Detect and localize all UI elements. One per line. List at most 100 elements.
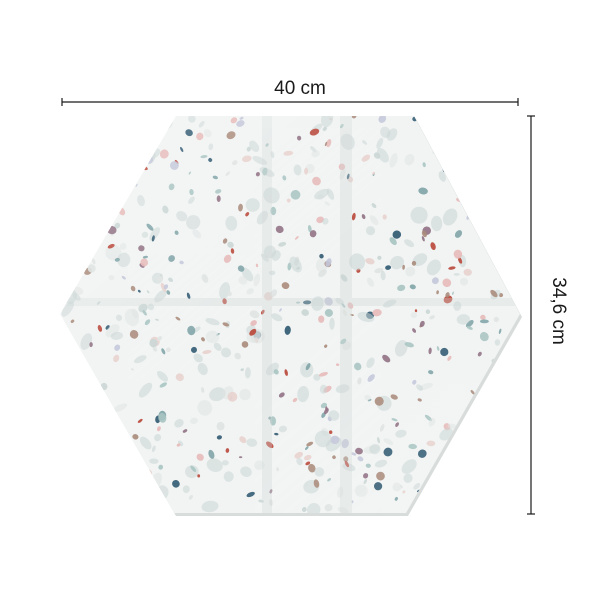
- terrazzo-chip: [494, 200, 499, 205]
- terrazzo-chip: [497, 213, 504, 219]
- terrazzo-chip: [106, 162, 121, 180]
- terrazzo-chip: [132, 478, 136, 485]
- terrazzo-chip: [477, 158, 486, 169]
- terrazzo-chip: [99, 455, 105, 462]
- terrazzo-chip: [67, 211, 74, 220]
- terrazzo-chip: [484, 242, 492, 246]
- terrazzo-chip: [71, 280, 76, 284]
- terrazzo-chip: [505, 395, 512, 404]
- terrazzo-chip: [67, 135, 79, 146]
- terrazzo-chip: [134, 504, 141, 511]
- terrazzo-chip: [77, 221, 87, 231]
- terrazzo-chip: [106, 507, 115, 513]
- terrazzo-chip: [72, 194, 79, 199]
- terrazzo-chip: [492, 489, 497, 495]
- terrazzo-chip: [80, 392, 87, 400]
- terrazzo-chip: [490, 203, 499, 217]
- window-reflection: [60, 116, 520, 513]
- terrazzo-chip: [508, 172, 517, 179]
- terrazzo-chip: [488, 150, 499, 160]
- terrazzo-chip: [148, 116, 155, 121]
- terrazzo-chip: [139, 464, 146, 470]
- terrazzo-chip: [424, 495, 428, 498]
- terrazzo-chip: [477, 512, 481, 513]
- terrazzo-chip: [77, 456, 84, 462]
- terrazzo-chip: [77, 171, 84, 175]
- terrazzo-chip: [440, 485, 455, 493]
- terrazzo-chip: [467, 460, 473, 467]
- terrazzo-chip: [60, 132, 66, 137]
- terrazzo-chip: [480, 187, 487, 195]
- terrazzo-chip: [461, 426, 467, 431]
- terrazzo-chip: [470, 189, 478, 196]
- terrazzo-chip: [501, 121, 506, 125]
- height-label: 34,6 cm: [548, 277, 569, 345]
- terrazzo-chip: [513, 271, 520, 280]
- terrazzo-chip: [506, 141, 515, 151]
- terrazzo-chip: [68, 220, 76, 228]
- terrazzo-chip: [484, 424, 488, 428]
- terrazzo-chip: [79, 399, 88, 409]
- terrazzo-chip: [73, 472, 79, 478]
- terrazzo-chip: [503, 154, 507, 159]
- terrazzo-chip: [433, 120, 450, 138]
- terrazzo-chip: [60, 334, 64, 339]
- terrazzo-chip: [100, 429, 104, 433]
- terrazzo-chip: [60, 285, 68, 293]
- terrazzo-chip: [448, 454, 462, 469]
- terrazzo-chip: [482, 453, 493, 464]
- terrazzo-chip: [512, 182, 520, 190]
- terrazzo-chip: [506, 445, 520, 453]
- dimension-lines: [61, 98, 535, 515]
- terrazzo-chip: [502, 378, 513, 393]
- terrazzo-chip: [112, 135, 120, 142]
- terrazzo-chip: [509, 370, 515, 378]
- terrazzo-chip: [112, 209, 119, 216]
- terrazzo-chip: [78, 244, 85, 248]
- terrazzo-chip: [100, 487, 103, 491]
- terrazzo-chip: [60, 207, 65, 213]
- terrazzo-chip: [78, 204, 87, 213]
- terrazzo-chip: [484, 434, 490, 441]
- terrazzo-chip: [69, 184, 87, 202]
- terrazzo-chip: [512, 451, 517, 460]
- terrazzo-chip: [108, 502, 120, 513]
- terrazzo-chip: [74, 179, 81, 186]
- terrazzo-chip: [511, 387, 520, 400]
- terrazzo-chip: [499, 171, 504, 177]
- terrazzo-chip: [511, 455, 518, 462]
- terrazzo-chip: [489, 132, 492, 137]
- terrazzo-chip: [61, 408, 70, 416]
- terrazzo-chip: [456, 120, 462, 127]
- width-label: 40 cm: [274, 78, 326, 99]
- terrazzo-chip: [444, 129, 453, 139]
- terrazzo-chip: [476, 488, 480, 493]
- terrazzo-chip: [129, 120, 138, 130]
- terrazzo-chip: [516, 195, 520, 203]
- terrazzo-chip: [111, 449, 118, 455]
- terrazzo-chip: [515, 390, 520, 398]
- terrazzo-chip: [509, 366, 518, 376]
- terrazzo-chip: [482, 391, 493, 399]
- terrazzo-chip: [127, 459, 131, 463]
- terrazzo-chip: [61, 380, 77, 397]
- terrazzo-chip: [471, 455, 482, 465]
- terrazzo-chip: [88, 179, 93, 187]
- terrazzo-chip: [480, 464, 488, 472]
- terrazzo-chip: [65, 171, 73, 176]
- terrazzo-chip: [94, 479, 113, 497]
- terrazzo-chip: [77, 202, 84, 207]
- terrazzo-chip: [114, 145, 117, 149]
- terrazzo-chip: [515, 220, 519, 224]
- terrazzo-chip: [103, 446, 106, 450]
- terrazzo-chip: [490, 385, 498, 395]
- terrazzo-chip: [83, 262, 86, 266]
- terrazzo-chip: [96, 413, 101, 417]
- terrazzo-chip: [126, 464, 136, 474]
- terrazzo-chip: [454, 163, 467, 174]
- terrazzo-chip: [60, 289, 65, 295]
- terrazzo-chip: [486, 116, 495, 122]
- terrazzo-chip: [113, 495, 120, 502]
- terrazzo-chip: [94, 390, 103, 397]
